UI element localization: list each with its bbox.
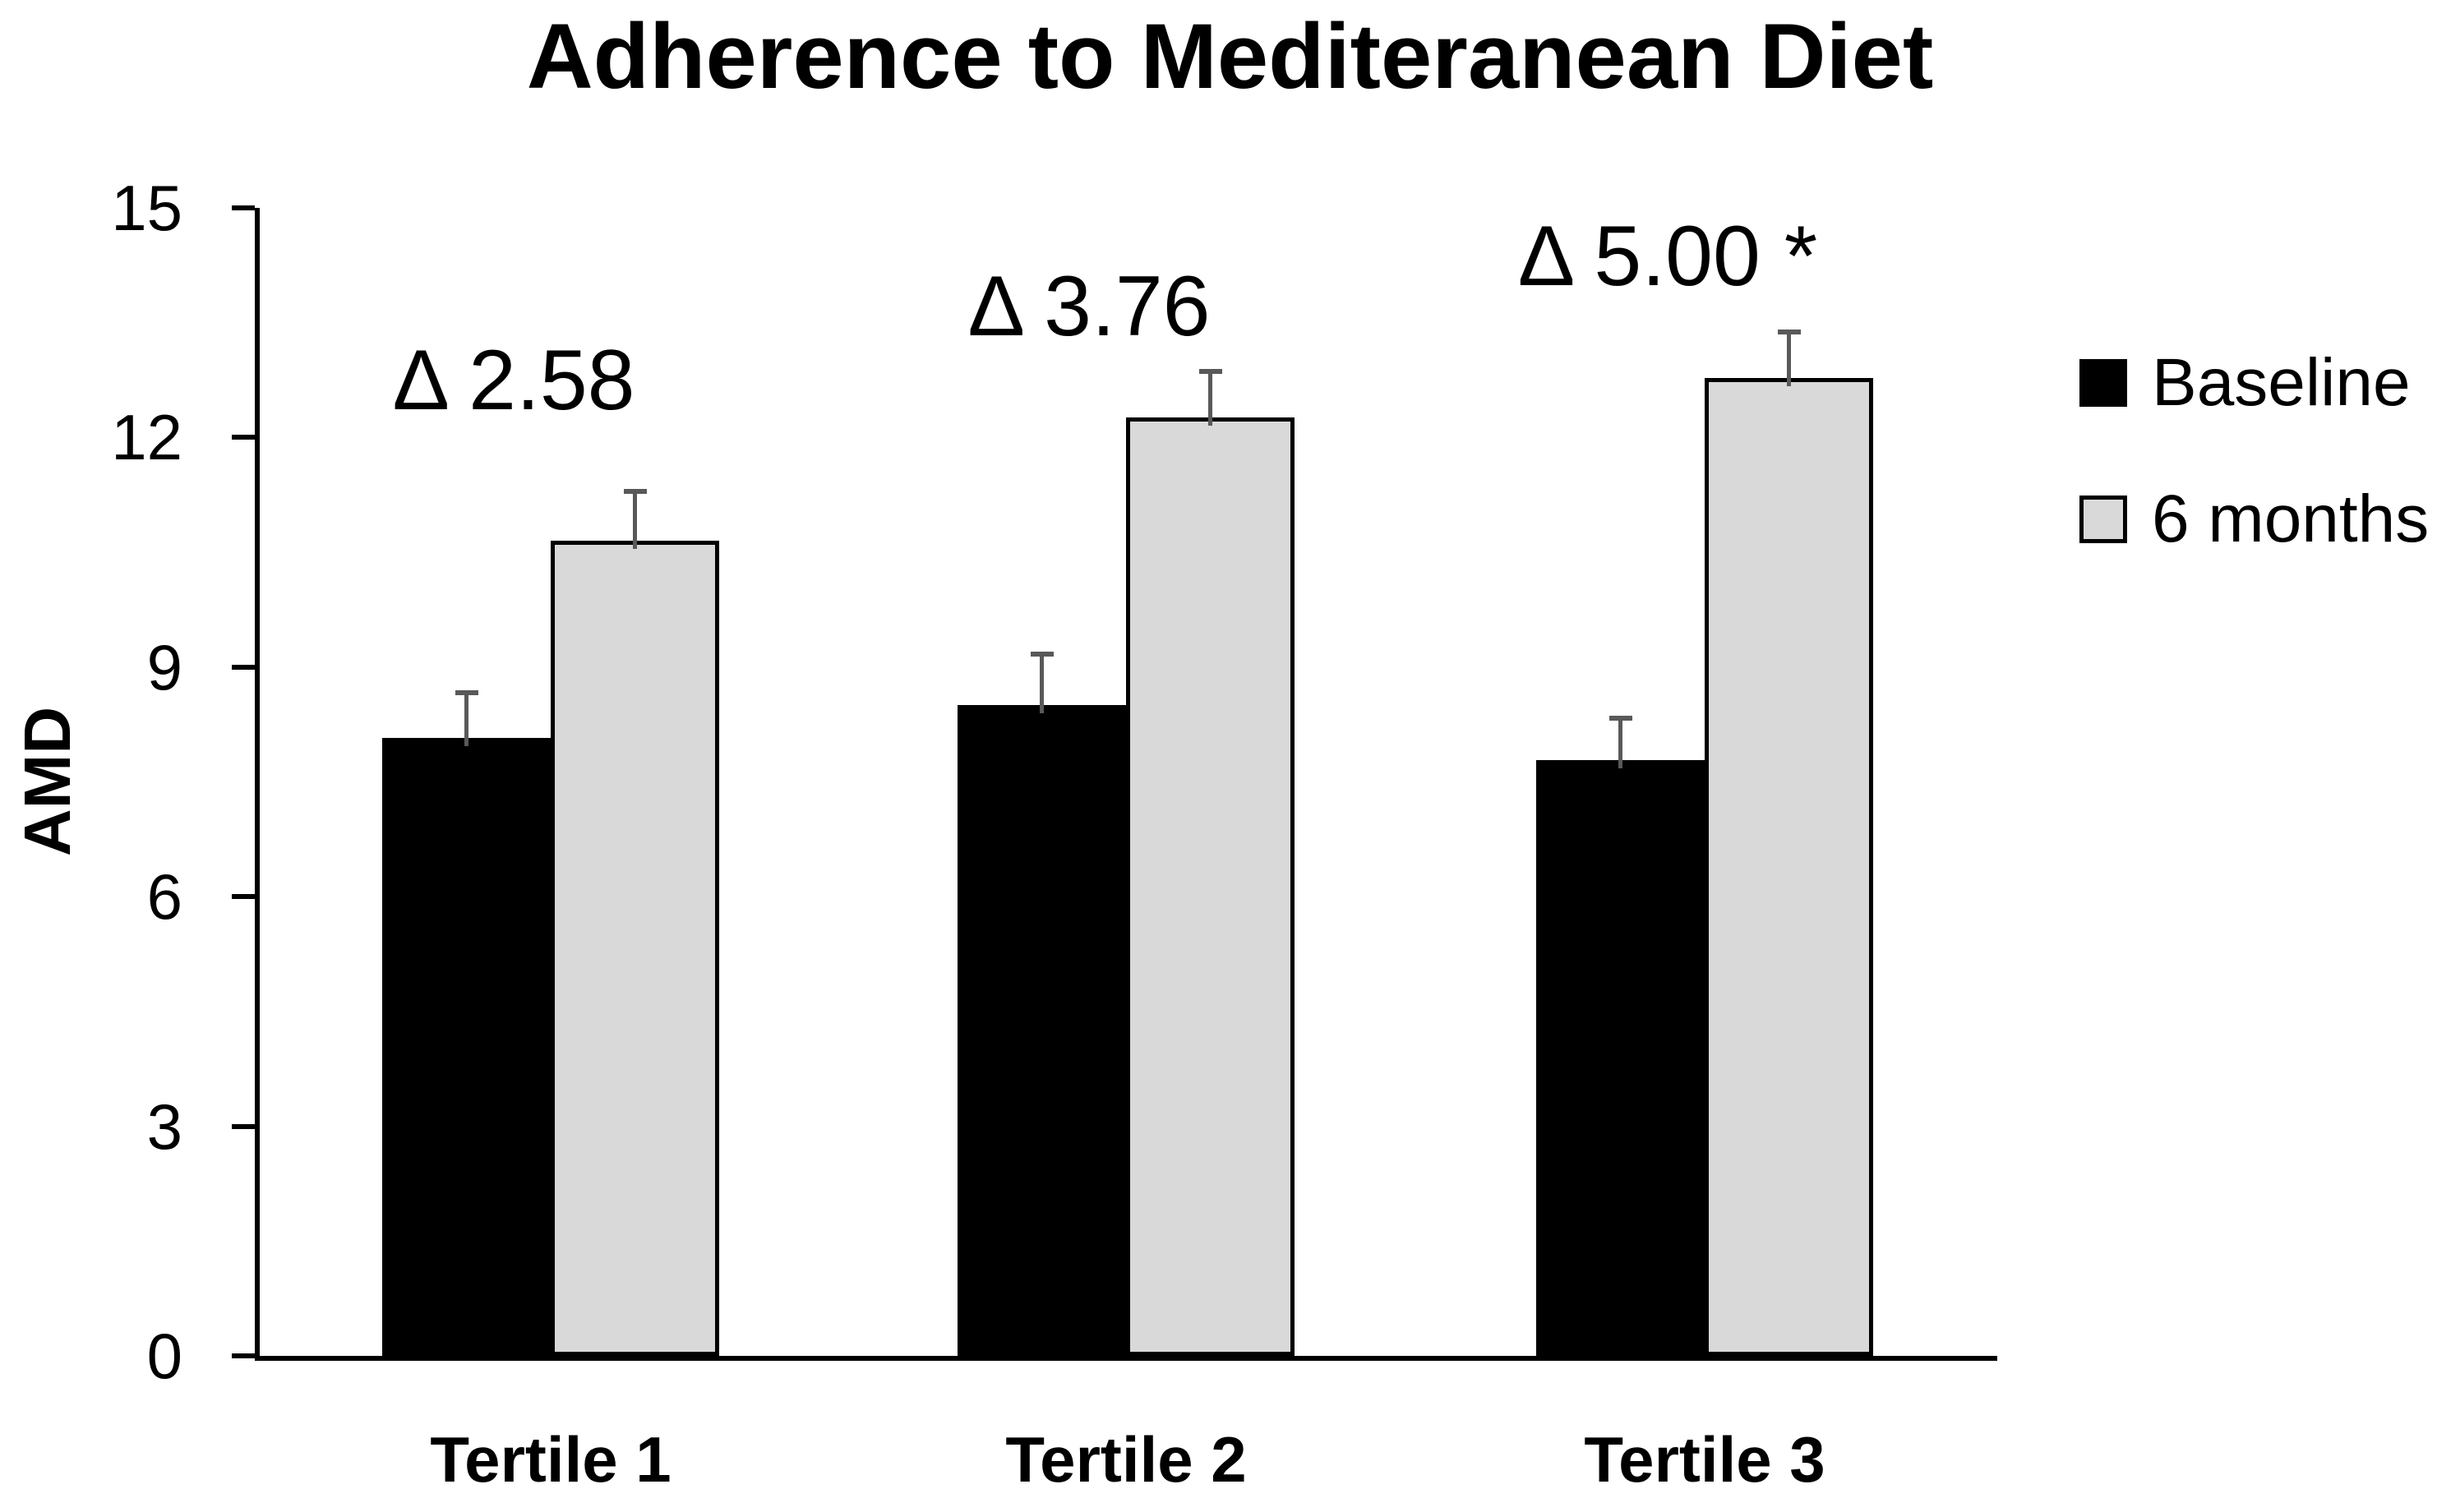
chart-title: Adherence to Mediteranean Diet	[526, 5, 1934, 108]
y-tick-label-15: 15	[111, 172, 182, 244]
error-bar-cap-6-months-tertile-2	[1198, 369, 1222, 375]
legend: Baseline 6 months	[2079, 349, 2429, 553]
legend-item-baseline: Baseline	[2079, 349, 2429, 417]
legend-label-6-months: 6 months	[2152, 482, 2430, 556]
delta-annotation-2: Δ 3.76	[967, 259, 1211, 355]
error-bar-cap-baseline-tertile-2	[1030, 651, 1054, 657]
bar-baseline-tertile-2	[958, 705, 1126, 1356]
y-tick-0	[232, 1353, 255, 1358]
legend-item-6-months: 6 months	[2079, 486, 2429, 553]
y-axis-line	[255, 208, 260, 1361]
error-bar-cap-baseline-tertile-3	[1608, 716, 1632, 721]
x-axis-label-tertile-3: Tertile 3	[1584, 1423, 1825, 1496]
x-axis-label-tertile-2: Tertile 2	[1005, 1423, 1247, 1496]
bar-baseline-tertile-3	[1536, 760, 1705, 1356]
error-bar-cap-6-months-tertile-3	[1777, 329, 1801, 334]
y-axis-title: AMD	[11, 706, 84, 857]
y-tick-12	[232, 435, 255, 440]
error-bar-stem-baseline-tertile-1	[464, 692, 468, 747]
error-bar-stem-6-months-tertile-1	[633, 491, 637, 550]
error-bar-cap-baseline-tertile-1	[455, 689, 478, 695]
y-tick-label-0: 0	[146, 1320, 182, 1392]
legend-label-baseline: Baseline	[2152, 345, 2411, 420]
y-tick-6	[232, 894, 255, 900]
y-tick-label-6: 6	[146, 860, 182, 933]
error-bar-cap-6-months-tertile-1	[623, 488, 647, 494]
bar-6-months-tertile-3	[1705, 377, 1873, 1356]
y-tick-9	[232, 664, 255, 670]
bar-6-months-tertile-2	[1126, 417, 1295, 1356]
bar-6-months-tertile-1	[551, 541, 719, 1356]
y-tick-15	[232, 205, 255, 210]
delta-annotation-3: Δ 5.00 *	[1517, 208, 1818, 304]
y-tick-label-12: 12	[111, 401, 182, 474]
error-bar-stem-baseline-tertile-3	[1618, 718, 1622, 769]
y-tick-label-9: 9	[146, 630, 182, 703]
error-bar-stem-6-months-tertile-2	[1208, 371, 1212, 426]
legend-swatch-6-months	[2079, 496, 2127, 543]
x-axis-label-tertile-1: Tertile 1	[430, 1423, 672, 1496]
y-tick-label-3: 3	[146, 1090, 182, 1163]
error-bar-stem-baseline-tertile-2	[1040, 653, 1044, 714]
y-tick-3	[232, 1123, 255, 1129]
bar-baseline-tertile-1	[382, 738, 551, 1356]
x-axis-line	[255, 1356, 1997, 1361]
delta-annotation-1: Δ 2.58	[392, 332, 635, 428]
error-bar-stem-6-months-tertile-3	[1787, 331, 1791, 386]
legend-swatch-baseline	[2079, 359, 2127, 407]
